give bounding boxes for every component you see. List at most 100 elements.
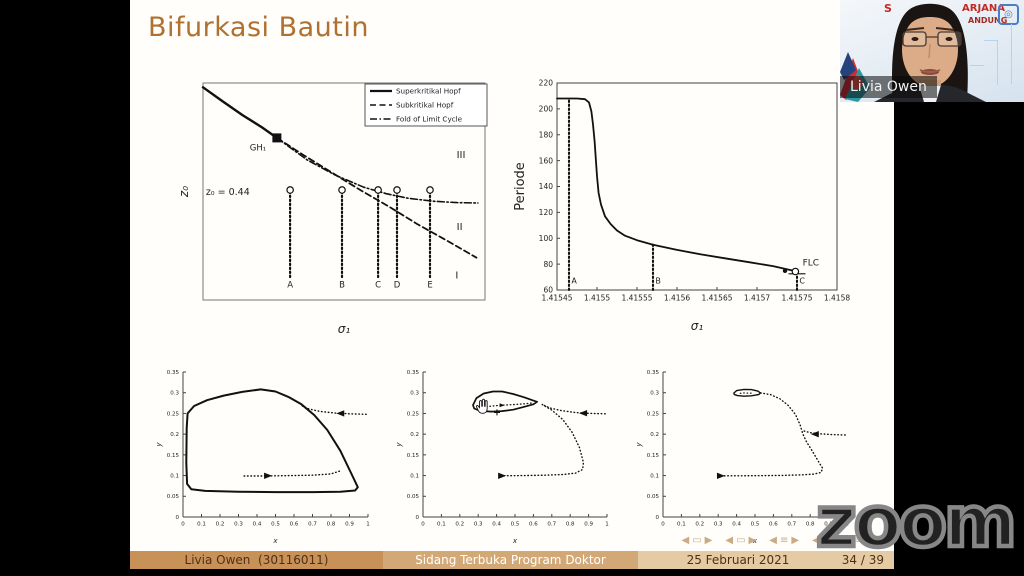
svg-text:200: 200	[539, 105, 554, 114]
nav-symbol-group[interactable]: ◀ ≡ ▶	[769, 535, 799, 547]
nav-symbol-icon[interactable]: ≡	[822, 535, 832, 546]
banner-text-fragment-right2: ANDUNG	[968, 16, 1008, 25]
svg-text:0: 0	[416, 515, 420, 521]
svg-text:0.35: 0.35	[407, 370, 420, 376]
svg-text:0.1: 0.1	[197, 522, 206, 528]
svg-text:0.9: 0.9	[824, 522, 833, 528]
svg-text:0.05: 0.05	[647, 494, 660, 500]
bifurcation-chart: σ₁ z₀ GH₁ z₀ = 0.44 III II I A B C D E Superkritikal…	[165, 76, 500, 336]
svg-text:z₀ = 0.44: z₀ = 0.44	[206, 187, 250, 198]
nav-symbol-icon[interactable]: ▭	[692, 535, 702, 546]
nav-symbol-icon[interactable]: ▶	[834, 535, 842, 546]
svg-text:0.8: 0.8	[806, 522, 815, 528]
svg-text:0.05: 0.05	[167, 494, 180, 500]
svg-text:1.4156: 1.4156	[664, 294, 690, 303]
svg-text:GH₁: GH₁	[250, 143, 266, 153]
footer-author-label: Livia Owen (30116011)	[184, 553, 329, 567]
nav-symbol-icon[interactable]: ▶	[748, 535, 757, 546]
svg-text:0.3: 0.3	[714, 522, 723, 528]
footer-date: 25 Februari 2021	[686, 553, 790, 567]
nav-symbol-icon[interactable]: ▶	[791, 535, 800, 546]
svg-text:0.5: 0.5	[751, 522, 760, 528]
svg-text:A: A	[287, 280, 293, 290]
svg-text:0.05: 0.05	[407, 494, 420, 500]
svg-text:60: 60	[543, 286, 553, 295]
circuit-line	[1011, 24, 1012, 84]
svg-text:1.4155: 1.4155	[584, 294, 610, 303]
svg-text:x: x	[272, 537, 278, 545]
svg-text:0.35: 0.35	[647, 370, 660, 376]
svg-text:E: E	[427, 280, 432, 290]
svg-text:Fold of Limit Cycle: Fold of Limit Cycle	[396, 114, 463, 123]
chip-glyph: ◎	[1004, 9, 1013, 20]
svg-text:0.2: 0.2	[650, 432, 659, 438]
nav-symbol-icon[interactable]: ◀	[769, 535, 777, 546]
svg-text:0.4: 0.4	[732, 522, 741, 528]
svg-text:0.3: 0.3	[650, 391, 659, 397]
svg-text:0: 0	[176, 515, 180, 521]
svg-text:1.41545: 1.41545	[541, 294, 572, 303]
nav-symbol-icon[interactable]: ↶	[866, 535, 875, 546]
footer-page-number: 34 / 39	[841, 553, 884, 567]
svg-text:0: 0	[181, 522, 185, 528]
beamer-navigation-symbols[interactable]: ◀ ▭ ▶ ◀ ▭ ▶ ◀ ≡ ▶ ◀ ≡ ▶ ≡ ↶ ⊕	[682, 535, 886, 547]
nav-symbol-icon[interactable]: ▶	[704, 535, 713, 546]
footer-date-page: 25 Februari 2021 34 / 39	[638, 551, 894, 569]
periode-chart: 1.41545 1.4155 1.41555 1.4156 1.41565 1.4157 1…	[512, 73, 868, 333]
svg-text:y: y	[395, 442, 403, 448]
webcam-tile[interactable]: S ARJANA ANDUNG ◎	[840, 0, 1024, 102]
svg-text:0.15: 0.15	[647, 453, 660, 459]
svg-text:0.4: 0.4	[253, 522, 262, 528]
svg-text:0.4: 0.4	[492, 522, 501, 528]
svg-text:80: 80	[543, 260, 553, 269]
svg-text:0.25: 0.25	[167, 411, 180, 417]
svg-text:1.4158: 1.4158	[824, 294, 850, 303]
svg-text:0.35: 0.35	[167, 370, 180, 376]
svg-text:180: 180	[539, 130, 554, 139]
nav-symbol-icon[interactable]: ▭	[736, 535, 746, 546]
nav-symbol-icon[interactable]: ≡	[779, 535, 789, 546]
svg-text:0.15: 0.15	[407, 453, 420, 459]
banner-logo-chip: ◎	[998, 4, 1019, 25]
svg-text:0.9: 0.9	[584, 522, 593, 528]
svg-text:100: 100	[539, 234, 554, 243]
svg-text:0: 0	[656, 515, 660, 521]
svg-text:σ₁: σ₁	[691, 319, 704, 333]
svg-text:120: 120	[539, 208, 554, 217]
footer-author: Livia Owen (30116011)	[130, 551, 383, 569]
svg-text:0.2: 0.2	[216, 522, 225, 528]
nav-symbol-icon[interactable]: ◀	[812, 535, 820, 546]
nav-symbol-icon[interactable]: ≡	[854, 535, 864, 546]
circuit-line	[970, 65, 984, 66]
svg-text:0.7: 0.7	[308, 522, 317, 528]
svg-text:Subkritikal Hopf: Subkritikal Hopf	[396, 100, 454, 109]
banner-text-fragment-right: ARJANA	[962, 3, 1006, 14]
nav-symbol-group[interactable]: ≡ ↶ ⊕	[855, 535, 886, 547]
svg-text:0.6: 0.6	[769, 522, 778, 528]
nav-symbol-icon[interactable]: ⊕	[877, 535, 886, 546]
svg-text:III: III	[457, 150, 466, 161]
nav-symbol-group[interactable]: ◀ ▭ ▶	[725, 535, 756, 547]
svg-text:Periode: Periode	[513, 162, 528, 211]
svg-text:FLC: FLC	[803, 258, 819, 268]
nav-symbol-icon[interactable]: ◀	[725, 535, 734, 546]
svg-text:B: B	[339, 280, 345, 290]
svg-text:0.8: 0.8	[566, 522, 575, 528]
svg-text:y: y	[155, 442, 163, 448]
svg-text:0.3: 0.3	[474, 522, 483, 528]
nav-symbol-icon[interactable]: ◀	[681, 535, 690, 546]
nav-symbol-group[interactable]: ◀ ≡ ▶	[812, 535, 842, 547]
svg-text:z₀: z₀	[177, 186, 191, 198]
svg-text:0.7: 0.7	[787, 522, 796, 528]
svg-text:0.1: 0.1	[650, 473, 659, 479]
nav-symbol-group[interactable]: ◀ ▭ ▶	[682, 535, 713, 547]
svg-text:0.2: 0.2	[455, 522, 464, 528]
svg-text:0.1: 0.1	[410, 473, 419, 479]
footer-event-label: Sidang Terbuka Program Doktor	[415, 553, 606, 567]
phase-portrait-b: 0 0.1 0.2 0.3 0.4 0.5 0.6 0.7 0.8 0.9 1 0 0.05 0.1 0.1…	[392, 362, 632, 545]
svg-text:0.25: 0.25	[647, 411, 660, 417]
svg-text:A: A	[571, 277, 577, 286]
svg-text:B: B	[655, 277, 661, 286]
svg-text:x: x	[752, 537, 758, 545]
